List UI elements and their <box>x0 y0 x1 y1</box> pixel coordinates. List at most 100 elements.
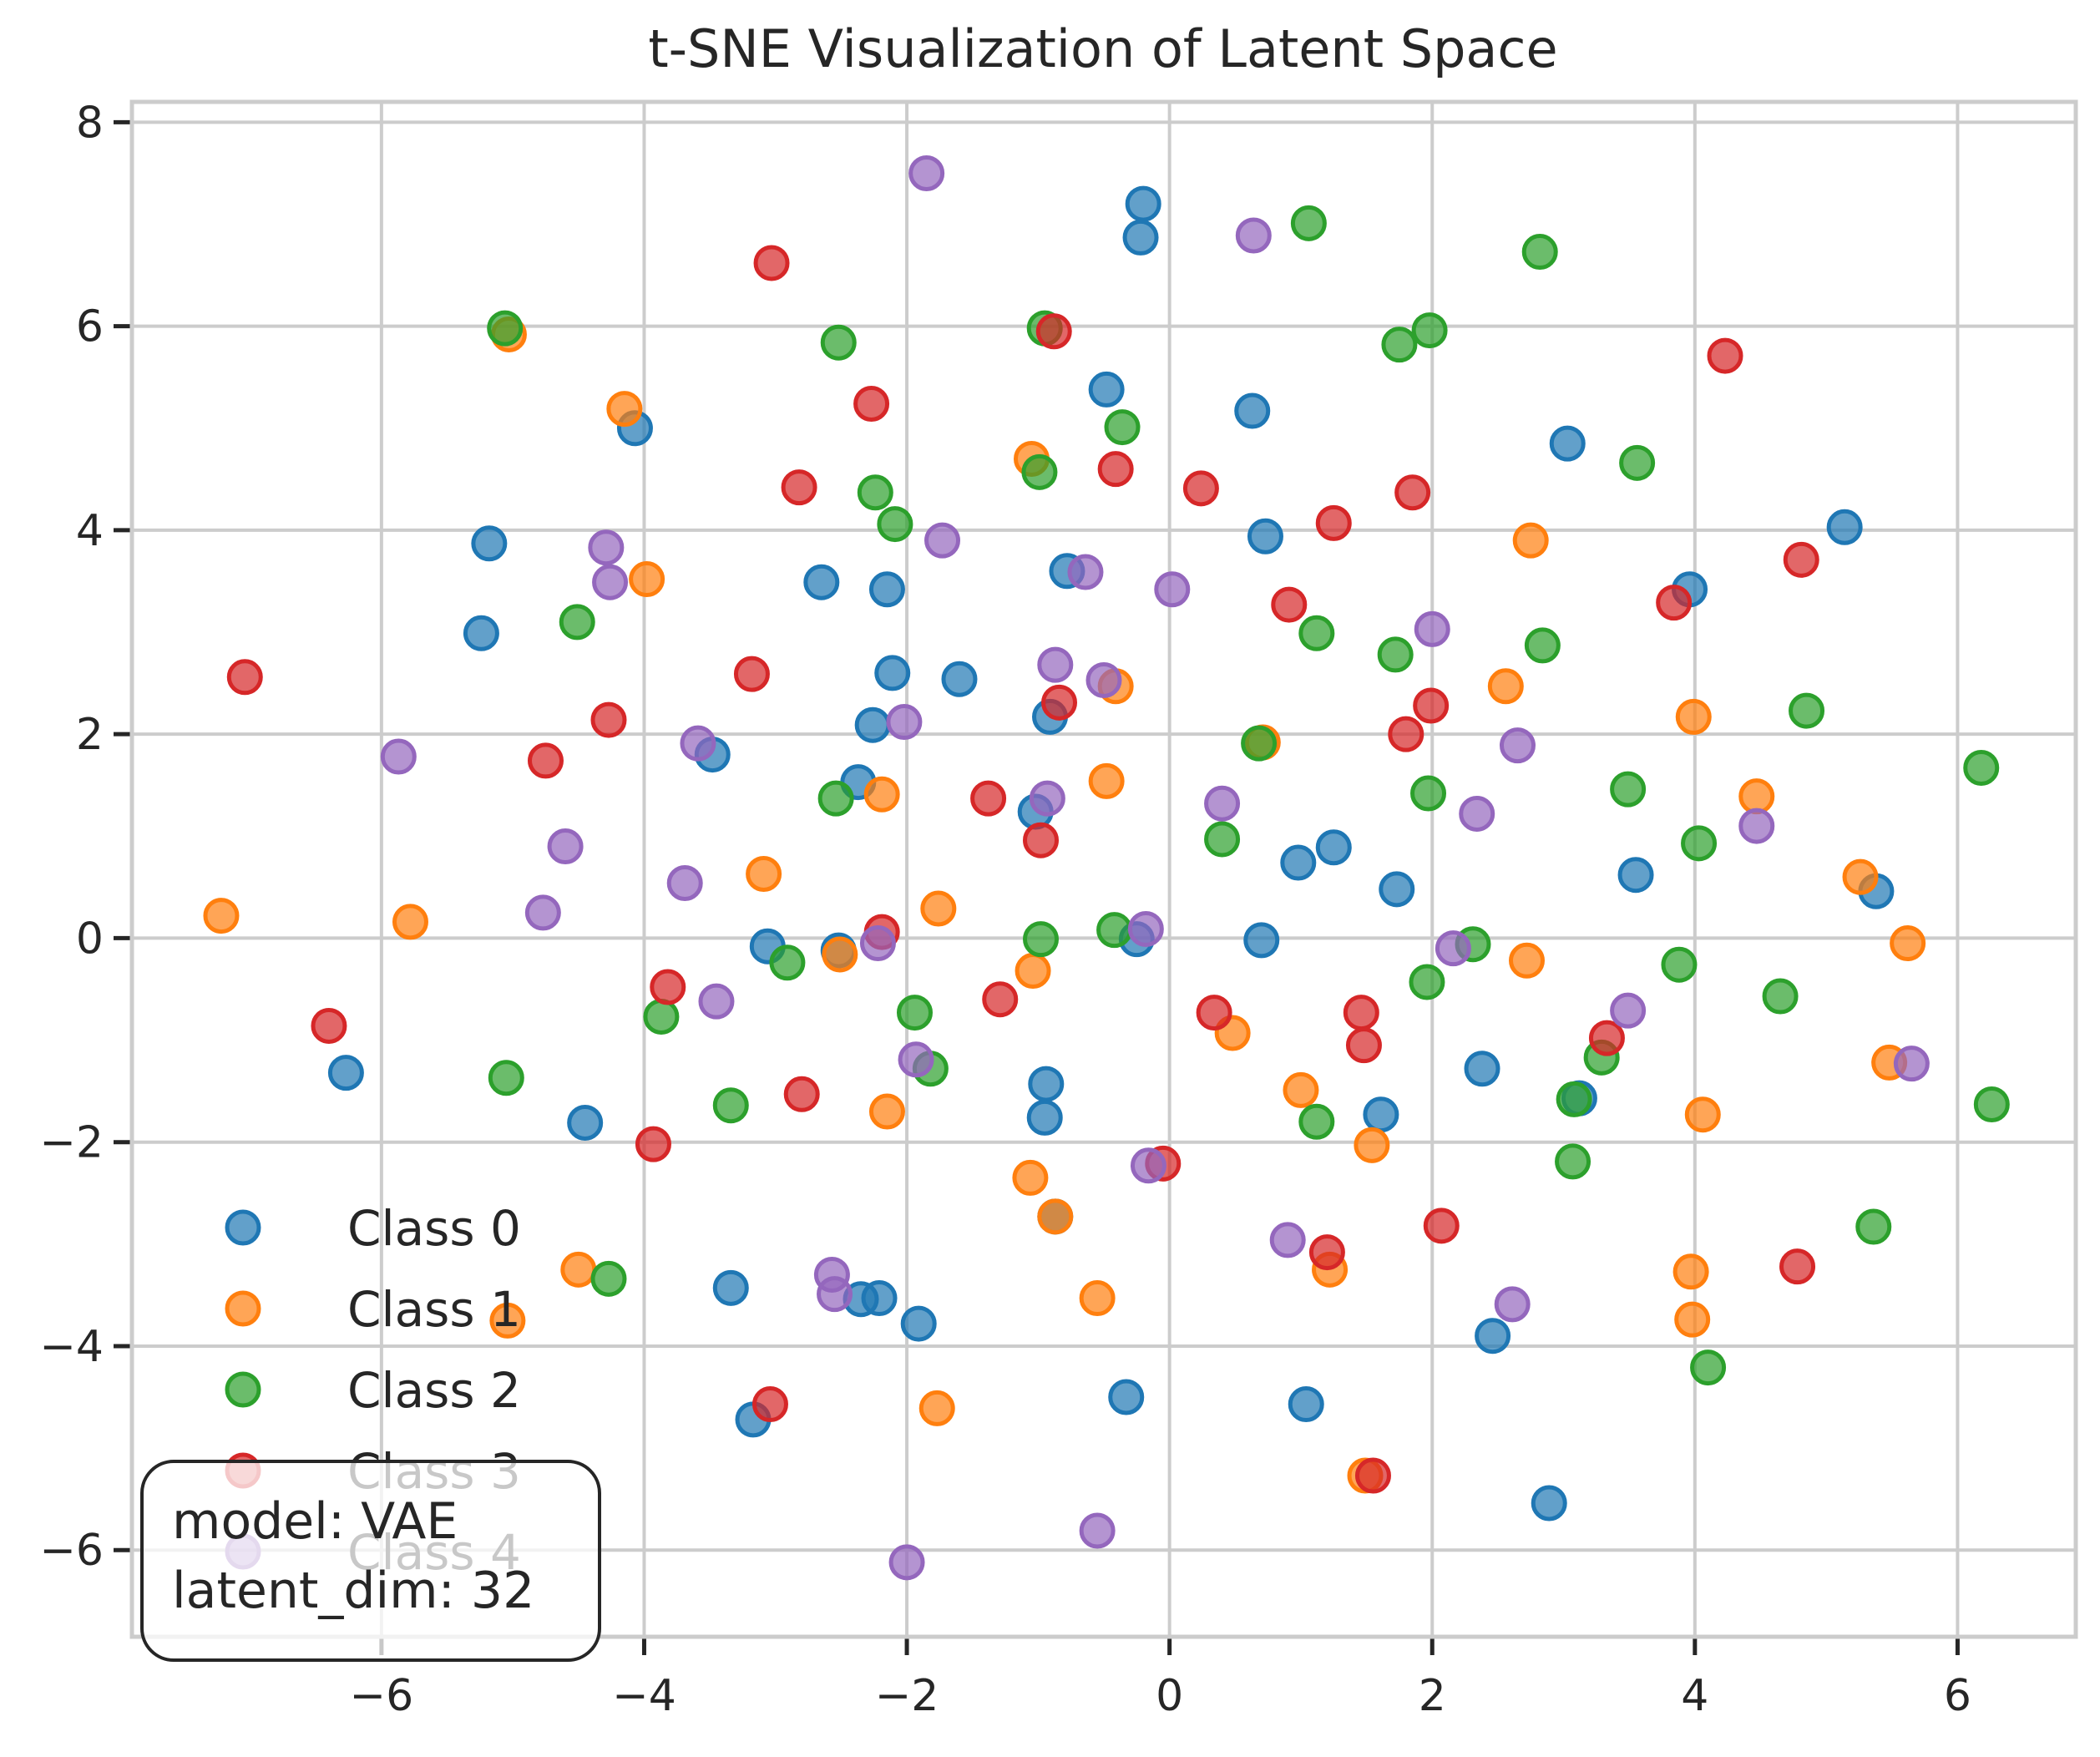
data-point <box>698 983 735 1020</box>
data-point <box>1414 610 1450 647</box>
annotation-frame <box>140 1460 601 1662</box>
data-point <box>924 522 961 559</box>
data-point <box>1022 822 1059 858</box>
data-point <box>1125 185 1161 222</box>
data-point <box>1842 858 1879 895</box>
data-point <box>751 1386 788 1423</box>
data-point <box>1508 942 1545 979</box>
data-point <box>1672 1253 1709 1290</box>
data-point <box>1588 1020 1625 1056</box>
data-point <box>1154 571 1191 608</box>
x-tick-label: 2 <box>1419 1671 1446 1721</box>
data-point <box>854 706 891 743</box>
data-point <box>918 1390 955 1426</box>
data-point <box>489 1302 526 1339</box>
data-point <box>1037 646 1074 683</box>
legend-marker <box>225 1290 261 1327</box>
data-point <box>1108 1379 1145 1415</box>
data-point <box>1893 1046 1930 1082</box>
data-point <box>1413 687 1450 724</box>
x-tick-label: −2 <box>875 1671 939 1721</box>
legend-label: Class 1 <box>347 1281 521 1338</box>
data-point <box>1122 219 1159 256</box>
data-point <box>1097 451 1134 488</box>
data-point <box>1041 684 1078 721</box>
data-point <box>1234 392 1271 429</box>
data-point <box>1617 857 1654 894</box>
legend-label: Class 0 <box>347 1200 521 1257</box>
data-point <box>327 1055 364 1091</box>
data-point <box>1388 716 1424 752</box>
data-point <box>1423 1208 1460 1244</box>
data-point <box>203 898 240 934</box>
data-point <box>982 981 1019 1018</box>
data-point <box>1826 509 1863 545</box>
data-point <box>1085 661 1122 698</box>
data-point <box>590 1260 627 1297</box>
data-point <box>559 604 595 641</box>
data-point <box>1290 205 1327 241</box>
data-point <box>311 1007 347 1044</box>
data-point <box>900 1305 937 1342</box>
data-point <box>1182 470 1219 507</box>
data-point <box>753 245 790 281</box>
data-point <box>666 864 703 901</box>
data-point <box>1681 825 1718 862</box>
data-point <box>712 1087 749 1124</box>
legend-marker <box>225 1209 261 1246</box>
data-point <box>920 890 957 927</box>
data-point <box>1738 808 1775 844</box>
data-point <box>1707 337 1743 374</box>
data-point <box>1026 1099 1063 1136</box>
data-point <box>1487 668 1524 705</box>
series-class-3 <box>226 245 1819 1494</box>
data-point <box>1288 1386 1324 1423</box>
data-point <box>1088 762 1125 799</box>
data-point <box>1315 504 1352 541</box>
annotation-model: model: VAE <box>172 1492 458 1551</box>
data-point <box>1343 995 1379 1031</box>
data-point <box>1521 234 1558 271</box>
data-point <box>1247 518 1283 554</box>
data-point <box>803 564 840 600</box>
data-point <box>1459 795 1495 832</box>
legend-label: Class 2 <box>347 1362 521 1419</box>
data-point <box>817 1276 853 1313</box>
data-point <box>1354 1127 1390 1163</box>
plot-frame <box>129 99 2078 1639</box>
data-point <box>1377 636 1414 673</box>
series-class-4 <box>380 154 1930 1581</box>
data-point <box>592 564 629 600</box>
data-point <box>1783 541 1819 578</box>
data-point <box>1499 727 1536 764</box>
data-point <box>524 894 561 931</box>
data-point <box>1104 409 1141 446</box>
data-point <box>226 659 263 696</box>
y-tick-label: 0 <box>76 914 104 964</box>
data-point <box>781 469 817 506</box>
data-point <box>527 742 564 779</box>
data-point <box>1674 1301 1711 1338</box>
data-point <box>1204 821 1241 858</box>
data-point <box>908 154 945 191</box>
data-point <box>1022 921 1059 958</box>
data-point <box>1241 725 1278 762</box>
data-point <box>1963 749 2000 786</box>
axis-ticks: −6 −4 −2 0 2 4 6 −6 −4 −2 0 2 4 6 8 <box>39 98 1971 1721</box>
x-tick-label: 0 <box>1156 1671 1183 1721</box>
series-class-0 <box>327 185 1895 1522</box>
data-point <box>1079 1280 1116 1317</box>
data-point <box>868 1093 905 1130</box>
data-point <box>1308 1234 1345 1271</box>
data-point <box>650 969 686 1005</box>
data-point <box>898 1041 934 1078</box>
y-tick-label: −4 <box>39 1322 104 1372</box>
data-point <box>1021 453 1058 490</box>
y-tick-label: 4 <box>76 506 104 556</box>
data-point <box>1283 1071 1319 1108</box>
data-point <box>1435 930 1471 967</box>
data-point <box>1549 425 1586 462</box>
data-point <box>547 828 584 865</box>
data-point <box>822 936 858 973</box>
data-point <box>1973 1086 2010 1123</box>
